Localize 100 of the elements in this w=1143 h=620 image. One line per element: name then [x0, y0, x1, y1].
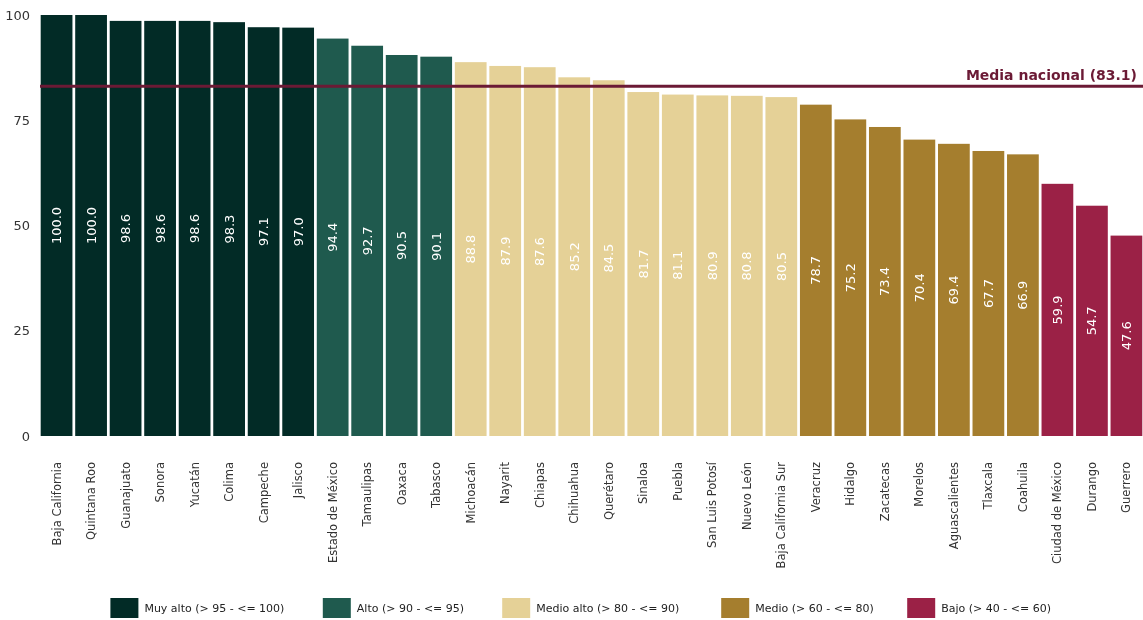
x-tick-label: Zacatecas [877, 462, 892, 522]
bar [903, 139, 936, 436]
data-label: 54.7 [1084, 306, 1100, 336]
bar [109, 20, 142, 436]
x-tick-label: Querétaro [601, 462, 616, 521]
bar [75, 15, 107, 436]
bar [1041, 183, 1074, 436]
data-label: 98.3 [221, 214, 237, 244]
bar [972, 150, 1005, 436]
x-tick-label: Baja California [49, 462, 64, 546]
x-tick-label: Nuevo León [739, 462, 754, 531]
data-label: 97.1 [256, 217, 272, 247]
data-label: 88.8 [463, 234, 479, 264]
bar [1007, 154, 1039, 436]
bar [454, 62, 487, 436]
y-tick-label: 25 [13, 323, 30, 339]
x-tick-label: Chiapas [532, 462, 547, 508]
data-label: 98.6 [152, 213, 168, 243]
data-label: 78.7 [808, 255, 824, 285]
bar [1076, 205, 1108, 436]
x-tick-label: Veracruz [808, 462, 823, 513]
x-tick-label: Yucatán [187, 462, 202, 509]
data-label: 84.5 [601, 243, 617, 273]
bar [420, 56, 453, 436]
bar [40, 15, 73, 436]
bar [247, 27, 280, 436]
legend-label: Medio (> 60 - <= 80) [755, 601, 874, 615]
data-label: 98.6 [118, 213, 134, 243]
x-tick-label: Ciudad de México [1050, 462, 1065, 565]
bar [696, 95, 729, 436]
bar [1110, 235, 1143, 436]
data-label: 81.7 [635, 249, 651, 279]
bar [282, 27, 315, 436]
bar [351, 45, 384, 436]
data-label: 90.1 [428, 231, 444, 261]
x-tick-label: Campeche [256, 462, 271, 524]
bar [627, 92, 660, 436]
data-label: 94.4 [325, 222, 341, 252]
bar [661, 94, 694, 436]
data-label: 98.6 [187, 213, 203, 243]
x-tick-label: Colima [222, 462, 237, 502]
legend-label: Bajo (> 40 - <= 60) [941, 601, 1051, 615]
data-label: 100.0 [83, 206, 99, 245]
data-label: 81.1 [670, 250, 686, 280]
x-tick-label: Oaxaca [394, 462, 409, 506]
bar [178, 20, 211, 436]
x-tick-label: Sinaloa [636, 462, 651, 505]
data-label: 92.7 [359, 226, 375, 256]
x-tick-label: Aguascalientes [946, 462, 961, 550]
x-tick-label: Tlaxcala [981, 462, 996, 511]
bar [385, 55, 418, 436]
x-tick-label: Michoacán [463, 462, 478, 524]
x-tick-label: Chihuahua [567, 462, 582, 524]
x-tick-label: Nayarit [498, 461, 513, 504]
x-tick-label: Jalisco [291, 462, 306, 500]
bar [938, 143, 970, 436]
x-tick-label: Coahuila [1015, 462, 1030, 513]
x-tick-label: Sonora [153, 462, 168, 503]
y-tick-label: 75 [13, 112, 30, 128]
x-tick-label: Guerrero [1119, 462, 1134, 513]
data-label: 80.9 [704, 251, 720, 281]
bar [213, 22, 245, 436]
legend-label: Medio alto (> 80 - <= 90) [536, 601, 680, 615]
legend-label: Muy alto (> 95 - <= 100) [144, 601, 285, 615]
x-tick-label: Estado de México [325, 462, 340, 563]
x-tick-label: San Luis Potosí [705, 461, 720, 548]
x-tick-label: Tabasco [429, 462, 444, 509]
data-label: 75.2 [842, 263, 858, 293]
bar [730, 95, 763, 436]
data-label: 59.9 [1049, 295, 1065, 325]
data-label: 66.9 [1015, 280, 1031, 310]
x-tick-label: Tamaulipas [360, 461, 375, 528]
data-label: 80.8 [739, 251, 755, 281]
y-tick-label: 50 [13, 218, 30, 234]
ref-line-label: Media nacional (83.1) [965, 67, 1137, 84]
data-label: 67.7 [980, 279, 996, 308]
x-tick-label: Puebla [670, 462, 685, 501]
bar [523, 67, 556, 436]
data-label: 97.0 [290, 217, 306, 247]
legend-label: Alto (> 90 - <= 95) [356, 601, 465, 615]
x-tick-label: Morelos [912, 461, 927, 507]
x-tick-label: Baja California Sur [774, 461, 789, 569]
x-tick-label: Quintana Roo [84, 462, 99, 540]
data-label: 69.4 [946, 275, 962, 305]
bar [834, 119, 867, 436]
bar [489, 65, 522, 436]
bar [765, 97, 798, 436]
data-label: 85.2 [566, 242, 582, 272]
bar [558, 77, 591, 436]
bar [316, 38, 349, 436]
y-tick-label: 0 [21, 428, 30, 444]
x-tick-label: Guanajuato [118, 462, 133, 529]
bar [144, 20, 176, 436]
data-label: 73.4 [877, 267, 893, 296]
data-label: 47.6 [1118, 321, 1134, 351]
data-label: 80.5 [773, 252, 789, 282]
x-tick-label: Durango [1084, 462, 1099, 512]
y-tick-label: 100 [5, 7, 30, 23]
data-label: 70.4 [911, 273, 927, 303]
x-tick-label: Hidalgo [843, 462, 858, 506]
